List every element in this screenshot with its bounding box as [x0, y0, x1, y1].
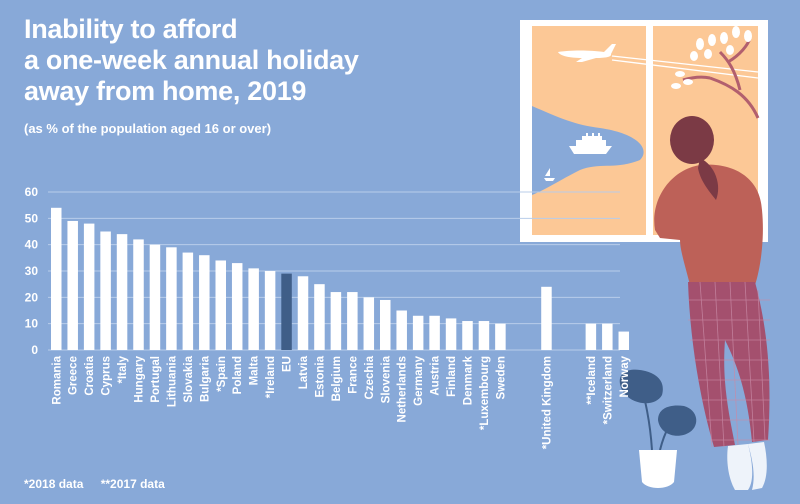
- bar-switzerland: [602, 323, 613, 350]
- category-label: Norway: [619, 355, 631, 397]
- category-label: *United Kingdom: [541, 356, 553, 449]
- ship-icon: [569, 133, 612, 154]
- bar-belgium: [330, 292, 342, 350]
- footnote-2017: **2017 data: [100, 477, 165, 491]
- bar-croatia: [83, 223, 95, 350]
- category-label: Portugal: [150, 356, 162, 403]
- category-label: Estonia: [314, 355, 326, 397]
- bar-hungary: [133, 239, 144, 350]
- bar-austria: [429, 315, 440, 350]
- category-label: Belgium: [331, 356, 343, 401]
- category-label: *Spain: [216, 356, 228, 392]
- bar-slovakia: [182, 252, 194, 350]
- bar-portugal: [149, 244, 161, 350]
- bar-iceland: [585, 323, 597, 350]
- category-label: Lithuania: [166, 355, 178, 407]
- category-label: Romania: [51, 355, 63, 404]
- category-label: Cyprus: [101, 356, 113, 396]
- category-label: Netherlands: [397, 356, 409, 422]
- potted-plant-icon: [619, 369, 697, 488]
- category-label: Malta: [249, 355, 261, 385]
- category-label: Germany: [413, 355, 425, 405]
- category-label: Croatia: [84, 355, 96, 395]
- bar-netherlands: [396, 310, 407, 350]
- airplane-icon: [558, 44, 616, 62]
- y-tick-label: 20: [25, 290, 39, 304]
- category-label: EU: [282, 356, 294, 372]
- y-tick-label: 40: [25, 238, 39, 252]
- bar-lithuania: [166, 247, 177, 350]
- category-label: Slovakia: [183, 355, 195, 402]
- bar-sweden: [495, 323, 506, 350]
- category-label: Poland: [232, 356, 244, 394]
- bar-ireland: [264, 271, 276, 350]
- y-tick-label: 30: [25, 264, 39, 278]
- category-label: Sweden: [495, 356, 507, 399]
- bar-france: [347, 292, 358, 350]
- bar-estonia: [314, 284, 325, 350]
- category-label: Hungary: [134, 355, 146, 402]
- footnote-2018: *2018 data: [24, 477, 84, 491]
- category-label: Greece: [68, 356, 80, 395]
- y-axis-ticks: 0 10 20 30 40 50 60: [25, 185, 39, 357]
- category-label: *Italy: [117, 355, 129, 383]
- category-label: Finland: [446, 356, 458, 397]
- category-label: Austria: [430, 355, 442, 395]
- woman-figure: [654, 116, 770, 490]
- bar-united-kingdom: [541, 286, 552, 350]
- bar-latvia: [297, 276, 309, 350]
- bar-cyprus: [100, 231, 111, 350]
- bar-malta: [248, 268, 259, 350]
- bar-eu: [281, 273, 292, 350]
- chart-title: Inability to afford a one-week annual ho…: [24, 14, 359, 107]
- bar-denmark: [462, 321, 473, 350]
- y-tick-label: 60: [25, 185, 39, 199]
- bar-germany: [412, 315, 424, 350]
- category-label: **Iceland: [586, 356, 598, 405]
- category-label: Denmark: [463, 355, 475, 405]
- category-label: Czechia: [364, 355, 376, 399]
- category-label: *Luxembourg: [479, 356, 491, 430]
- bar-luxembourg: [478, 321, 490, 350]
- bar-norway: [618, 331, 630, 350]
- y-tick-label: 10: [25, 317, 39, 331]
- sailboat-icon: [544, 168, 555, 181]
- category-label: Latvia: [298, 355, 310, 389]
- bar-finland: [445, 318, 457, 350]
- bar-romania: [51, 207, 62, 350]
- category-label: Bulgaria: [199, 355, 211, 402]
- y-tick-label: 50: [25, 211, 39, 225]
- category-label: *Ireland: [265, 356, 277, 398]
- bars: [51, 207, 630, 350]
- bar-czechia: [363, 297, 375, 350]
- category-label: France: [347, 356, 359, 394]
- category-label: Slovenia: [380, 355, 392, 403]
- bar-slovenia: [380, 299, 391, 350]
- category-labels: Romania Greece Croatia Cyprus *Italy Hungary P…: [51, 355, 631, 449]
- category-label: *Switzerland: [602, 356, 614, 424]
- bar-greece: [67, 220, 78, 350]
- tree-icon: [671, 26, 760, 119]
- bar-spain: [215, 260, 226, 350]
- y-tick-label: 0: [31, 343, 38, 357]
- title-line-1: Inability to afford: [24, 14, 238, 44]
- bar-italy: [116, 234, 128, 350]
- footnotes: *2018 data **2017 data: [24, 477, 179, 491]
- chart-subtitle: (as % of the population aged 16 or over): [24, 121, 272, 136]
- bar-poland: [231, 263, 243, 350]
- bar-bulgaria: [199, 255, 210, 350]
- title-line-2: a one-week annual holiday: [24, 45, 359, 75]
- title-line-3: away from home, 2019: [24, 76, 307, 106]
